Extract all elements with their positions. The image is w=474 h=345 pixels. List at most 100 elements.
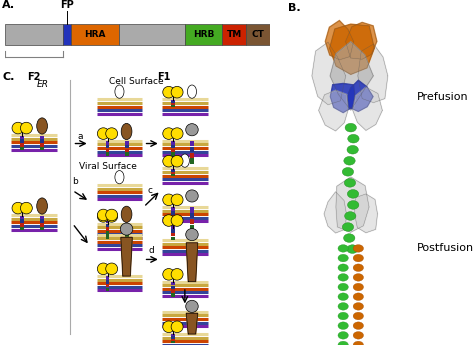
Bar [106,235,109,239]
Bar [171,334,175,336]
Circle shape [163,321,175,333]
Ellipse shape [342,223,354,231]
Circle shape [171,268,183,280]
Bar [106,224,109,227]
Ellipse shape [187,85,197,98]
Bar [190,207,194,213]
Bar [171,152,175,156]
Circle shape [171,321,183,333]
Bar [190,152,194,158]
Bar [106,228,109,231]
Bar [171,225,175,229]
Text: HRB: HRB [193,30,215,39]
Text: ER: ER [36,80,49,89]
Bar [171,341,175,343]
Bar [171,174,175,176]
Ellipse shape [180,154,190,167]
Circle shape [163,194,175,206]
Ellipse shape [353,303,364,310]
Text: CT: CT [252,30,264,39]
Ellipse shape [353,341,364,345]
Ellipse shape [338,312,348,320]
Bar [171,99,175,101]
Circle shape [12,122,24,134]
Bar [171,286,175,289]
Bar [190,158,194,164]
Circle shape [163,128,175,139]
Ellipse shape [347,189,359,198]
Bar [125,235,128,239]
Circle shape [106,209,118,221]
Bar [63,24,71,46]
Bar [246,24,270,46]
Circle shape [97,210,109,222]
Bar [40,147,44,150]
Bar [125,152,128,156]
Bar [40,143,44,147]
Ellipse shape [345,124,356,132]
Bar [171,237,175,240]
Text: F1: F1 [157,72,171,82]
Bar [171,105,175,107]
Ellipse shape [338,303,348,310]
Bar [5,24,63,46]
Polygon shape [319,90,348,131]
Circle shape [12,202,24,214]
Text: Cell Surface: Cell Surface [109,77,164,86]
Text: Viral Surface: Viral Surface [79,162,137,171]
Bar [171,211,175,215]
Ellipse shape [353,283,364,291]
Polygon shape [329,24,374,75]
Polygon shape [186,243,198,282]
Ellipse shape [353,274,364,281]
Ellipse shape [338,245,348,252]
Circle shape [186,228,198,241]
Bar [171,170,175,172]
Bar [190,141,194,146]
Bar [40,223,44,227]
Ellipse shape [121,206,132,223]
Bar [171,168,175,170]
Bar [20,219,24,223]
Bar [40,216,44,219]
Ellipse shape [338,332,348,339]
Text: d: d [149,246,155,255]
Ellipse shape [353,245,364,252]
Ellipse shape [121,124,132,140]
Bar [190,213,194,218]
Text: a: a [78,132,83,141]
Bar [171,289,175,293]
Bar [106,152,109,156]
Ellipse shape [338,264,348,272]
Bar [171,145,175,148]
Bar [125,145,128,148]
Bar [106,231,109,235]
Bar [40,136,44,139]
Polygon shape [355,194,377,233]
Bar [20,143,24,147]
Circle shape [163,155,175,167]
Bar [20,139,24,143]
Ellipse shape [115,170,124,184]
Circle shape [106,210,118,222]
Bar [20,223,24,227]
Bar [171,103,175,105]
Bar [71,24,119,46]
Ellipse shape [115,85,124,98]
Polygon shape [358,44,388,102]
Text: c: c [147,186,152,195]
Bar [106,227,109,231]
Bar [190,219,194,224]
Polygon shape [324,192,346,233]
Polygon shape [336,177,369,232]
Bar [171,282,175,285]
Bar [171,229,175,233]
Circle shape [20,122,32,134]
Ellipse shape [338,283,348,291]
Circle shape [120,223,133,235]
Ellipse shape [344,179,356,187]
Bar [106,276,109,280]
Bar [106,288,109,291]
Text: TM: TM [227,30,242,39]
Ellipse shape [344,234,355,242]
